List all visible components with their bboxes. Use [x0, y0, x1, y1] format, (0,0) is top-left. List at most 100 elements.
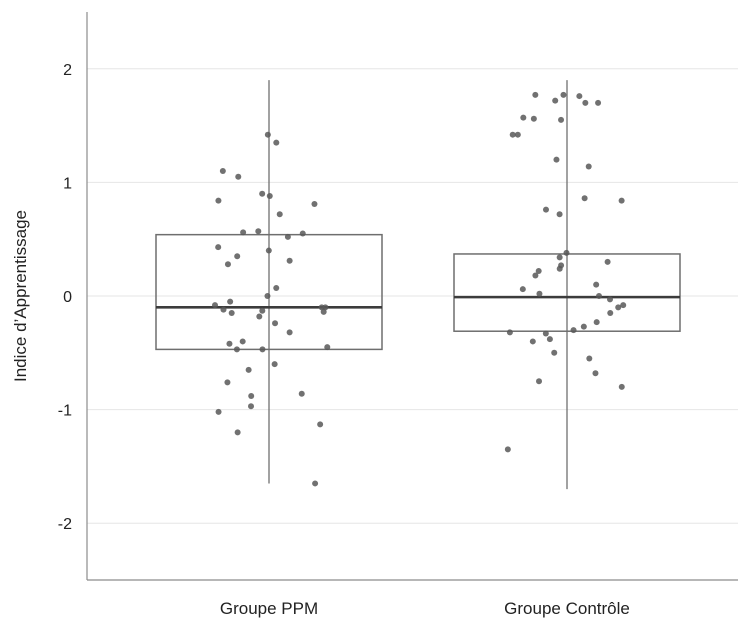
y-tick-label: 1 [63, 175, 72, 192]
data-point [224, 379, 230, 385]
data-point [543, 330, 549, 336]
data-point [226, 341, 232, 347]
data-point [532, 92, 538, 98]
x-category-label: Groupe Contrôle [504, 599, 630, 618]
data-point [619, 198, 625, 204]
data-point [300, 231, 306, 237]
data-point [536, 291, 542, 297]
data-point [607, 296, 613, 302]
data-point [532, 273, 538, 279]
data-point [266, 248, 272, 254]
box-group [454, 80, 680, 489]
data-points [212, 92, 626, 487]
data-point [553, 157, 559, 163]
y-tick-label: -1 [58, 403, 72, 420]
x-category-label: Groupe PPM [220, 599, 318, 618]
data-point [594, 319, 600, 325]
data-point [510, 132, 516, 138]
data-point [520, 115, 526, 121]
data-point [586, 355, 592, 361]
box-group [156, 80, 382, 483]
data-point [273, 140, 279, 146]
data-point [259, 191, 265, 197]
data-point [505, 446, 511, 452]
data-point [215, 198, 221, 204]
data-point [552, 98, 558, 104]
data-point [530, 338, 536, 344]
data-point [234, 346, 240, 352]
data-point [235, 429, 241, 435]
y-tick-label: 2 [63, 62, 72, 79]
data-point [225, 261, 231, 267]
data-point [265, 132, 271, 138]
data-point [563, 250, 569, 256]
data-point [264, 293, 270, 299]
data-point [558, 117, 564, 123]
boxes [156, 80, 680, 489]
data-point [615, 304, 621, 310]
data-point [267, 193, 273, 199]
data-point [596, 293, 602, 299]
data-point [273, 285, 279, 291]
data-point [581, 324, 587, 330]
data-point [582, 195, 588, 201]
labels: -2 -1 0 1 2 Groupe PPM Groupe Contrôle [58, 62, 630, 618]
data-point [312, 480, 318, 486]
data-point [248, 403, 254, 409]
data-point [551, 350, 557, 356]
data-point [311, 201, 317, 207]
data-point [547, 336, 553, 342]
data-point [285, 234, 291, 240]
data-point [557, 266, 563, 272]
data-point [234, 253, 240, 259]
data-point [246, 367, 252, 373]
data-point [536, 378, 542, 384]
data-point [216, 409, 222, 415]
data-point [220, 168, 226, 174]
data-point [259, 346, 265, 352]
data-point [543, 207, 549, 213]
data-point [255, 228, 261, 234]
data-point [287, 258, 293, 264]
data-point [571, 327, 577, 333]
data-point [593, 282, 599, 288]
data-point [515, 132, 521, 138]
y-tick-label: 0 [63, 289, 72, 306]
data-point [220, 307, 226, 313]
data-point [324, 344, 330, 350]
data-point [240, 338, 246, 344]
data-point [592, 370, 598, 376]
data-point [560, 92, 566, 98]
data-point [507, 329, 513, 335]
data-point [272, 361, 278, 367]
data-point [531, 116, 537, 122]
data-point [595, 100, 601, 106]
data-point [248, 393, 254, 399]
data-point [299, 391, 305, 397]
data-point [520, 286, 526, 292]
data-point [619, 384, 625, 390]
data-point [321, 309, 327, 315]
data-point [605, 259, 611, 265]
data-point [212, 302, 218, 308]
y-axis-title: Indice d’Apprentissage [11, 210, 30, 382]
data-point [317, 421, 323, 427]
data-point [287, 329, 293, 335]
data-point [277, 211, 283, 217]
data-point [582, 100, 588, 106]
data-point [272, 320, 278, 326]
data-point [576, 93, 582, 99]
y-tick-label: -2 [58, 516, 72, 533]
data-point [607, 310, 613, 316]
data-point [240, 229, 246, 235]
data-point [215, 244, 221, 250]
data-point [586, 163, 592, 169]
data-point [557, 211, 563, 217]
data-point [235, 174, 241, 180]
data-point [227, 299, 233, 305]
data-point [256, 313, 262, 319]
data-point [557, 254, 563, 260]
data-point [229, 310, 235, 316]
